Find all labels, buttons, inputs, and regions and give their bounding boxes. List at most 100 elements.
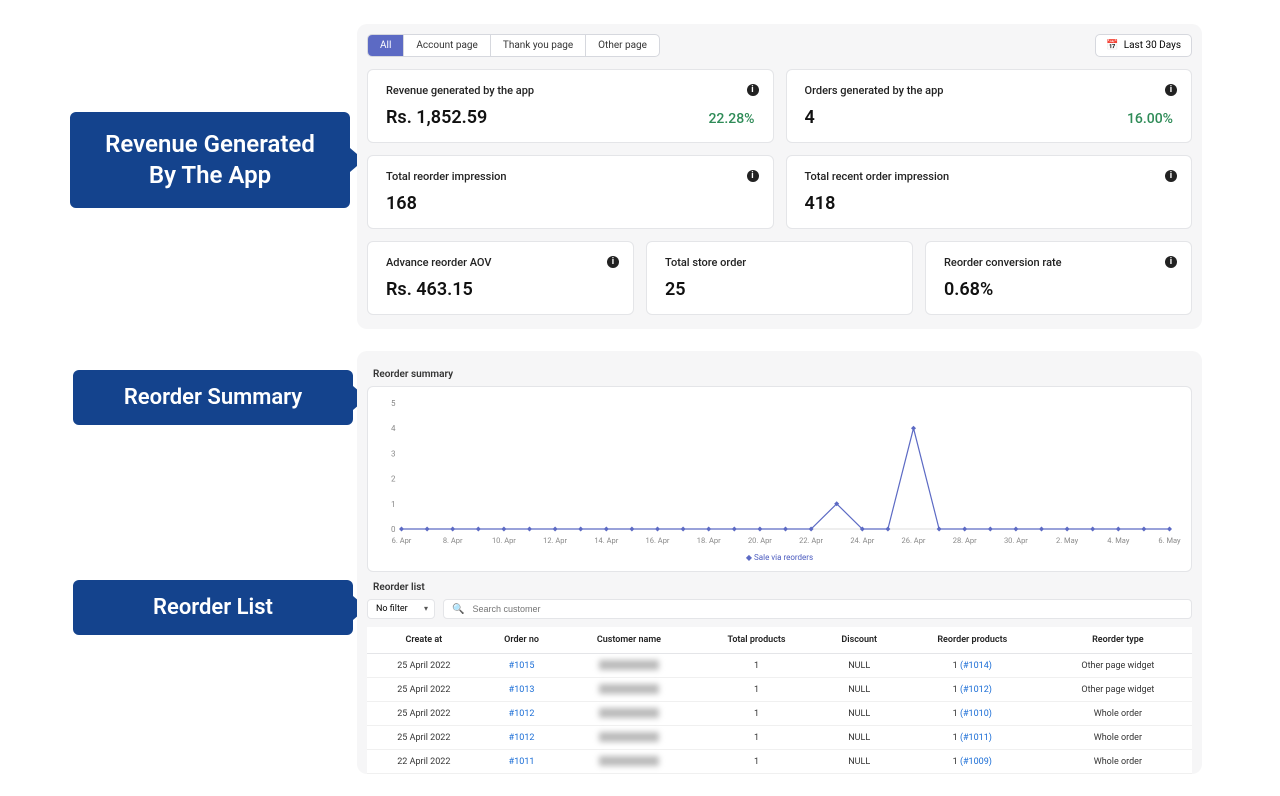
reorder-summary-chart: 0123456. Apr8. Apr10. Apr12. Apr14. Apr1… bbox=[378, 397, 1181, 547]
svg-text:18. Apr: 18. Apr bbox=[697, 536, 721, 545]
cell-order-no[interactable]: #1013 bbox=[481, 678, 563, 702]
info-icon[interactable]: i bbox=[747, 84, 759, 96]
cell-customer: █████ bbox=[562, 654, 695, 678]
card-recent-impression: i Total recent order impression 418 bbox=[786, 155, 1193, 229]
svg-text:12. Apr: 12. Apr bbox=[543, 536, 567, 545]
card-reorder-impression-title: Total reorder impression bbox=[386, 170, 755, 183]
tabs: All Account page Thank you page Other pa… bbox=[367, 34, 660, 57]
cell-total: 1 bbox=[695, 702, 817, 726]
cell-reorder-products[interactable]: 1 (#1012) bbox=[901, 678, 1044, 702]
cell-discount: NULL bbox=[818, 702, 901, 726]
card-recent-impression-title: Total recent order impression bbox=[805, 170, 1174, 183]
svg-text:6. May: 6. May bbox=[1158, 536, 1181, 545]
card-aov-title: Advance reorder AOV bbox=[386, 256, 615, 269]
svg-text:5: 5 bbox=[391, 399, 396, 408]
tabs-row: All Account page Thank you page Other pa… bbox=[367, 34, 1192, 57]
info-icon[interactable]: i bbox=[1165, 256, 1177, 268]
table-row: 25 April 2022 #1013 █████ 1 NULL 1 (#101… bbox=[367, 678, 1192, 702]
cell-reorder-products[interactable]: 1 (#1014) bbox=[901, 654, 1044, 678]
chart-title: Reorder summary bbox=[367, 361, 1192, 386]
card-reorder-impression-value: 168 bbox=[386, 193, 755, 214]
cell-reorder-type: Whole order bbox=[1044, 726, 1192, 750]
card-recent-impression-value: 418 bbox=[805, 193, 1174, 214]
cell-reorder-products[interactable]: 1 (#1011) bbox=[901, 726, 1044, 750]
cell-reorder-type: Whole order bbox=[1044, 750, 1192, 774]
col-discount: Discount bbox=[818, 627, 901, 654]
chart-legend: ◆ Sale via reorders bbox=[378, 553, 1181, 562]
cell-customer: █████ bbox=[562, 726, 695, 750]
summary-panel: Reorder summary 0 1 2 3 4 5 6. Apr 8. Apr 10. Ap… bbox=[357, 351, 1202, 774]
table-row: 25 April 2022 #1015 █████ 1 NULL 1 (#101… bbox=[367, 654, 1192, 678]
cell-created: 25 April 2022 bbox=[367, 726, 481, 750]
card-revenue-delta: 22.28% bbox=[708, 111, 754, 127]
card-revenue-title: Revenue generated by the app bbox=[386, 84, 755, 97]
col-created: Create at bbox=[367, 627, 481, 654]
cell-created: 25 April 2022 bbox=[367, 678, 481, 702]
cell-reorder-products[interactable]: 1 (#1009) bbox=[901, 750, 1044, 774]
cell-total: 1 bbox=[695, 726, 817, 750]
col-reorder-type: Reorder type bbox=[1044, 627, 1192, 654]
cards-row-1: i Revenue generated by the app Rs. 1,852… bbox=[367, 69, 1192, 143]
tab-other-page[interactable]: Other page bbox=[586, 35, 659, 56]
card-conversion-value: 0.68% bbox=[944, 279, 1173, 300]
cell-order-no[interactable]: #1012 bbox=[481, 702, 563, 726]
tab-thank-you-page[interactable]: Thank you page bbox=[491, 35, 586, 56]
date-range-button[interactable]: 📅 Last 30 Days bbox=[1095, 34, 1192, 57]
cell-created: 25 April 2022 bbox=[367, 702, 481, 726]
callout-summary: Reorder Summary bbox=[73, 370, 353, 425]
card-store-order-value: 25 bbox=[665, 279, 894, 300]
card-aov: i Advance reorder AOV Rs. 463.15 bbox=[367, 241, 634, 315]
svg-text:3: 3 bbox=[391, 449, 396, 458]
search-icon: 🔍 bbox=[452, 604, 464, 615]
svg-text:26. Apr: 26. Apr bbox=[902, 536, 926, 545]
search-input[interactable] bbox=[468, 602, 1183, 616]
table-row: 22 April 2022 #1011 █████ 1 NULL 1 (#100… bbox=[367, 750, 1192, 774]
cell-order-no[interactable]: #1015 bbox=[481, 654, 563, 678]
chart-container: 0123456. Apr8. Apr10. Apr12. Apr14. Apr1… bbox=[367, 386, 1192, 572]
cell-order-no[interactable]: #1012 bbox=[481, 726, 563, 750]
svg-text:14. Apr: 14. Apr bbox=[594, 536, 618, 545]
stats-panel: All Account page Thank you page Other pa… bbox=[357, 24, 1202, 329]
card-conversion-title: Reorder conversion rate bbox=[944, 256, 1173, 269]
tab-account-page[interactable]: Account page bbox=[404, 35, 490, 56]
dashboard: All Account page Thank you page Other pa… bbox=[357, 24, 1202, 796]
svg-text:2: 2 bbox=[391, 475, 396, 484]
cell-created: 22 April 2022 bbox=[367, 750, 481, 774]
info-icon[interactable]: i bbox=[1165, 170, 1177, 182]
callout-revenue-text: Revenue Generated By The App bbox=[105, 129, 315, 191]
card-reorder-impression: i Total reorder impression 168 bbox=[367, 155, 774, 229]
cards-row-3: i Advance reorder AOV Rs. 463.15 Total s… bbox=[367, 241, 1192, 315]
cell-order-no[interactable]: #1011 bbox=[481, 750, 563, 774]
cell-reorder-products[interactable]: 1 (#1010) bbox=[901, 702, 1044, 726]
cell-customer: █████ bbox=[562, 702, 695, 726]
legend-marker: ◆ bbox=[746, 553, 754, 562]
card-orders-title: Orders generated by the app bbox=[805, 84, 1174, 97]
svg-text:4: 4 bbox=[391, 424, 396, 433]
col-order-no: Order no bbox=[481, 627, 563, 654]
card-orders-value: 4 bbox=[805, 107, 815, 128]
svg-text:20. Apr: 20. Apr bbox=[748, 536, 772, 545]
svg-text:6. Apr: 6. Apr bbox=[392, 536, 412, 545]
callout-summary-text: Reorder Summary bbox=[124, 385, 302, 410]
cell-customer: █████ bbox=[562, 750, 695, 774]
cell-reorder-type: Whole order bbox=[1044, 702, 1192, 726]
info-icon[interactable]: i bbox=[747, 170, 759, 182]
svg-text:10. Apr: 10. Apr bbox=[492, 536, 516, 545]
info-icon[interactable]: i bbox=[607, 256, 619, 268]
cell-discount: NULL bbox=[818, 750, 901, 774]
info-icon[interactable]: i bbox=[1165, 84, 1177, 96]
callout-list-text: Reorder List bbox=[153, 595, 273, 620]
svg-text:22. Apr: 22. Apr bbox=[799, 536, 823, 545]
cell-discount: NULL bbox=[818, 654, 901, 678]
reorder-table: Create at Order no Customer name Total p… bbox=[367, 627, 1192, 774]
col-customer: Customer name bbox=[562, 627, 695, 654]
svg-text:16. Apr: 16. Apr bbox=[646, 536, 670, 545]
legend-label: Sale via reorders bbox=[754, 553, 813, 562]
svg-text:8. Apr: 8. Apr bbox=[443, 536, 463, 545]
cell-total: 1 bbox=[695, 654, 817, 678]
svg-text:0: 0 bbox=[391, 525, 396, 534]
tab-all[interactable]: All bbox=[368, 35, 404, 56]
cell-customer: █████ bbox=[562, 678, 695, 702]
filter-select[interactable]: No filter bbox=[367, 599, 435, 619]
col-reorder-products: Reorder products bbox=[901, 627, 1044, 654]
